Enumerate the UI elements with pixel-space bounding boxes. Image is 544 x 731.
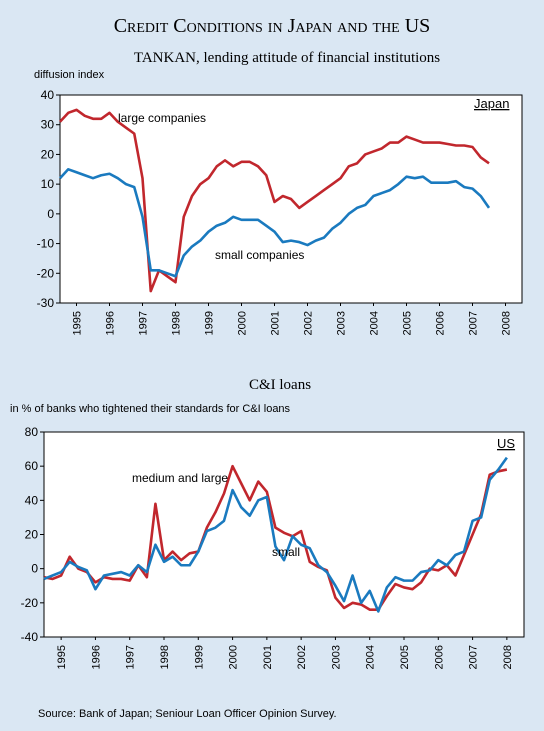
x-tick-label: 2004 <box>369 311 381 335</box>
x-tick-label: 2007 <box>468 645 480 669</box>
y-tick-label: 80 <box>25 425 39 439</box>
x-tick-label: 1996 <box>105 311 117 335</box>
x-tick-label: 1999 <box>204 311 216 335</box>
x-tick-label: 1996 <box>90 645 102 669</box>
x-tick-label: 1998 <box>171 311 183 335</box>
x-tick-label: 2007 <box>468 311 480 335</box>
series-line <box>59 108 490 293</box>
x-tick-label: 2000 <box>237 311 249 335</box>
x-tick-label: 2001 <box>270 311 282 335</box>
x-tick-label: 2008 <box>502 645 514 669</box>
y-tick-label: 10 <box>41 177 55 191</box>
y-tick-label: 20 <box>25 528 39 542</box>
y-tick-label: 60 <box>25 459 39 473</box>
y-axis-label: in % of banks who tightened their standa… <box>10 403 291 415</box>
x-tick-label: 2000 <box>228 645 240 669</box>
x-tick-label: 2003 <box>330 645 342 669</box>
region-label: US <box>497 436 515 451</box>
page-title: Credit Conditions in Japan and the US <box>114 15 431 37</box>
x-tick-label: 1995 <box>56 645 68 669</box>
chart-title: TANKAN, lending attitude of financial in… <box>134 50 440 66</box>
x-tick-label: 2001 <box>262 645 274 669</box>
x-tick-label: 2006 <box>433 645 445 669</box>
x-tick-label: 2003 <box>336 311 348 335</box>
x-tick-label: 2006 <box>435 311 447 335</box>
series-label: large companies <box>118 111 206 125</box>
x-tick-label: 1995 <box>72 311 84 335</box>
series-line <box>59 167 491 278</box>
y-tick-label: 0 <box>47 207 54 221</box>
y-axis-label: diffusion index <box>34 69 105 81</box>
y-tick-label: 20 <box>41 147 55 161</box>
y-tick-label: 40 <box>41 88 55 102</box>
y-tick-label: 30 <box>41 118 55 132</box>
x-tick-label: 2005 <box>399 645 411 669</box>
y-tick-label: -20 <box>37 266 55 280</box>
x-tick-label: 2004 <box>365 645 377 669</box>
chart-title: C&I loans <box>249 377 311 393</box>
y-tick-label: 40 <box>25 493 39 507</box>
region-label: Japan <box>474 96 509 111</box>
x-tick-label: 1999 <box>193 645 205 669</box>
y-tick-label: -20 <box>21 596 39 610</box>
x-tick-label: 2002 <box>296 645 308 669</box>
x-tick-label: 2005 <box>402 311 414 335</box>
series-label: small companies <box>215 248 304 262</box>
x-tick-label: 1997 <box>125 645 137 669</box>
source: Source: Bank of Japan; Seniour Loan Offi… <box>38 708 337 720</box>
y-tick-label: -10 <box>37 237 55 251</box>
x-tick-label: 1998 <box>159 645 171 669</box>
series-label: small <box>272 545 300 559</box>
x-tick-label: 2002 <box>303 311 315 335</box>
y-tick-label: -40 <box>21 630 39 644</box>
y-tick-label: 0 <box>31 562 38 576</box>
x-tick-label: 2008 <box>501 311 513 335</box>
series-label: medium and large <box>132 471 228 485</box>
series-line <box>43 456 508 613</box>
y-tick-label: -30 <box>37 296 55 310</box>
x-tick-label: 1997 <box>138 311 150 335</box>
plot-area <box>43 431 525 638</box>
